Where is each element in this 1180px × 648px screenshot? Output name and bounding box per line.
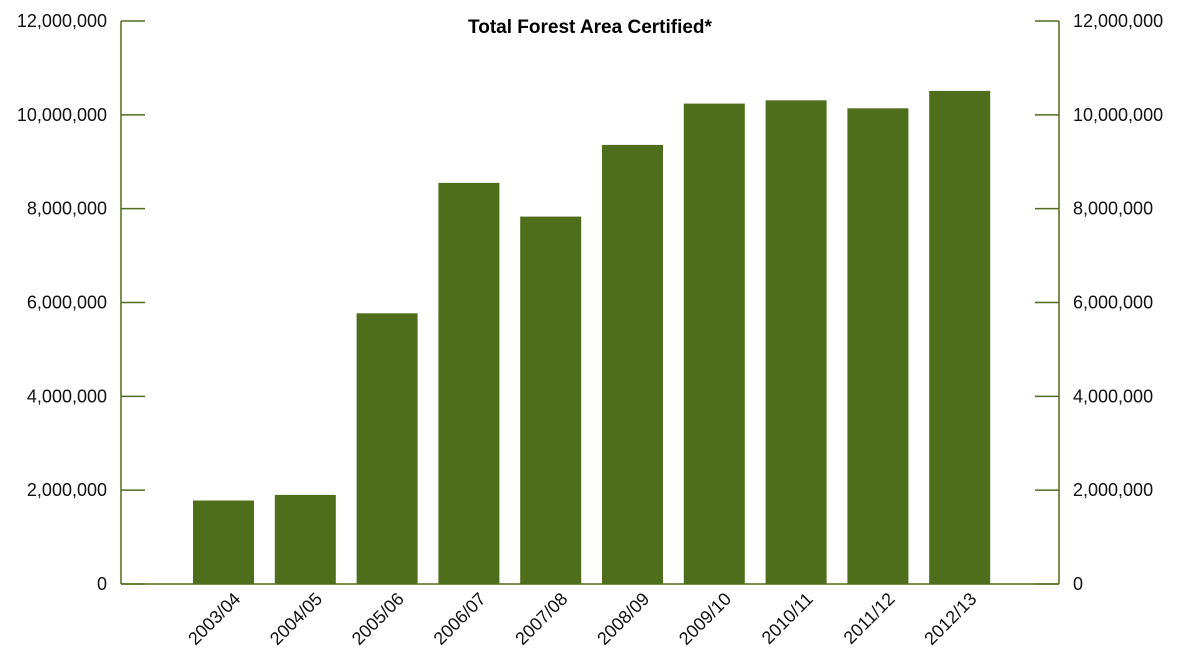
y-tick-label-right: 12,000,000 [1073,11,1163,31]
bar [847,108,909,585]
x-tick-label: 2003/04 [184,589,244,648]
bars-layer [193,90,991,585]
x-tick-label: 2005/06 [348,589,408,648]
x-tick-label: 2011/12 [840,589,899,648]
y-tick-label-left: 8,000,000 [27,199,107,219]
x-tick-label: 2004/05 [266,589,326,648]
bar [274,494,336,584]
y-tick-label-right: 2,000,000 [1073,480,1153,500]
x-tick-label: 2006/07 [430,589,490,648]
y-tick-label-left: 2,000,000 [27,480,107,500]
y-tick-label-left: 0 [97,574,107,594]
right-y-axis: 0 2,000,000 4,000,000 6,000,000 8,000,000 10,… [1035,11,1163,594]
x-tick-label: 2009/10 [675,589,735,648]
x-tick-label: 2012/13 [920,589,980,648]
y-tick-label-right: 10,000,000 [1073,105,1163,125]
bar [602,144,663,584]
y-tick-label-left: 12,000,000 [17,11,107,31]
y-tick-label-left: 10,000,000 [17,105,107,125]
bar [193,500,254,584]
y-tick-label-right: 4,000,000 [1073,386,1153,406]
bar [356,313,418,584]
bar [520,216,582,584]
bar [683,103,745,584]
y-tick-label-left: 4,000,000 [27,386,107,406]
left-y-axis: 0 2,000,000 4,000,000 6,000,000 8,000,000 10,… [17,11,145,594]
axes-layer [120,21,1060,585]
bar [765,100,827,585]
x-axis-labels: 2003/04 2004/05 2005/06 2006/07 2007/08 2008/… [184,589,980,648]
bar [929,90,991,585]
chart-title: Total Forest Area Certified* [468,17,712,38]
x-tick-label: 2008/09 [593,589,653,648]
x-tick-label: 2010/11 [758,589,817,648]
x-tick-label: 2007/08 [511,589,571,648]
y-tick-label-right: 8,000,000 [1073,199,1153,219]
y-tick-label-left: 6,000,000 [27,293,107,313]
bar [438,182,500,584]
y-tick-label-right: 6,000,000 [1073,293,1153,313]
y-tick-label-right: 0 [1073,574,1083,594]
